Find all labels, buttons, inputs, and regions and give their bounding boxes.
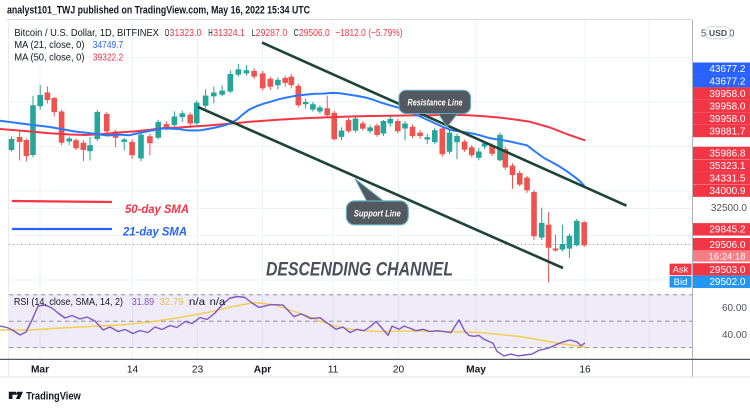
- svg-text:16: 16: [579, 364, 591, 375]
- svg-text:31323.0: 31323.0: [170, 28, 202, 39]
- svg-text:29503.0: 29503.0: [709, 265, 746, 276]
- svg-text:20: 20: [393, 364, 405, 375]
- svg-text:32.79: 32.79: [160, 297, 184, 308]
- svg-text:Support Line: Support Line: [354, 208, 401, 218]
- svg-text:39881.7: 39881.7: [709, 126, 746, 137]
- svg-text:31324.1: 31324.1: [213, 28, 245, 39]
- svg-text:analyst101_TWJ published on Tr: analyst101_TWJ published on TradingView.…: [7, 5, 310, 17]
- svg-text:35323.1: 35323.1: [709, 161, 746, 172]
- svg-text:11: 11: [328, 364, 339, 375]
- svg-text:Apr: Apr: [254, 364, 272, 375]
- svg-text:Bid: Bid: [674, 277, 688, 288]
- svg-text:50-day SMA: 50-day SMA: [125, 202, 189, 216]
- svg-text:34749.7: 34749.7: [93, 40, 124, 51]
- svg-text:TradingView: TradingView: [26, 390, 81, 402]
- svg-text:29502.0: 29502.0: [709, 277, 746, 288]
- svg-text:C: C: [294, 28, 299, 39]
- svg-text:Bitcoin / U.S. Dollar, 1D, BIT: Bitcoin / U.S. Dollar, 1D, BITFINEX: [14, 28, 159, 39]
- svg-text:Resistance Line: Resistance Line: [408, 97, 463, 107]
- svg-text:RSI (14, close, SMA, 14, 2): RSI (14, close, SMA, 14, 2): [14, 297, 123, 308]
- svg-text:32500.0: 32500.0: [711, 203, 748, 214]
- svg-text:34000.9: 34000.9: [709, 186, 746, 197]
- svg-text:23: 23: [192, 364, 204, 375]
- svg-text:−1812.0 (−5.79%): −1812.0 (−5.79%): [335, 28, 402, 39]
- svg-text:29506.0: 29506.0: [299, 28, 330, 39]
- svg-text:40.00: 40.00: [722, 330, 747, 341]
- svg-text:n/a: n/a: [210, 297, 226, 308]
- svg-text:DESCENDING CHANNEL: DESCENDING CHANNEL: [266, 260, 453, 281]
- svg-text:39958.0: 39958.0: [709, 89, 746, 100]
- svg-text:L: L: [252, 28, 256, 39]
- svg-text:34331.5: 34331.5: [709, 173, 746, 184]
- svg-text:35986.8: 35986.8: [709, 148, 746, 159]
- svg-text:29506.0: 29506.0: [709, 240, 746, 251]
- svg-text:May: May: [466, 364, 486, 375]
- svg-text:n/a: n/a: [189, 297, 206, 308]
- svg-text:MA (50, close, 0): MA (50, close, 0): [14, 52, 84, 63]
- svg-text:USD: USD: [709, 28, 727, 38]
- svg-text:H: H: [208, 28, 213, 39]
- svg-text:O: O: [165, 28, 170, 39]
- svg-text:43677.2: 43677.2: [709, 77, 746, 88]
- svg-text:29845.2: 29845.2: [709, 225, 746, 236]
- svg-text:Mar: Mar: [31, 364, 49, 375]
- svg-text:14: 14: [127, 364, 139, 375]
- svg-text:39958.0: 39958.0: [709, 114, 746, 125]
- svg-text:Ask: Ask: [673, 265, 689, 276]
- svg-text:39958.0: 39958.0: [709, 101, 746, 112]
- svg-text:31.89: 31.89: [132, 297, 155, 308]
- svg-text:43677.2: 43677.2: [709, 64, 746, 75]
- svg-text:16:24:18: 16:24:18: [709, 251, 746, 262]
- svg-text:29287.0: 29287.0: [256, 28, 288, 39]
- svg-text:60.00: 60.00: [722, 303, 747, 314]
- svg-text:21-day SMA: 21-day SMA: [122, 225, 187, 239]
- svg-text:39322.2: 39322.2: [93, 52, 124, 63]
- svg-text:MA (21, close, 0): MA (21, close, 0): [14, 40, 84, 51]
